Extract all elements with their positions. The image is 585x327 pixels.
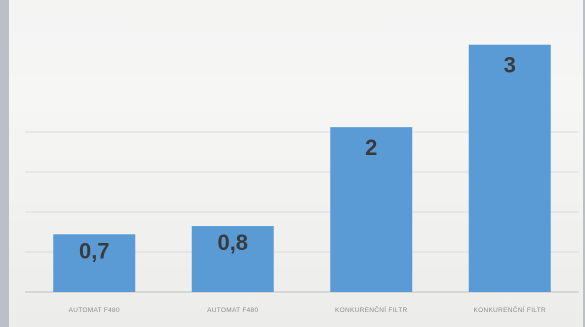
bar-1 xyxy=(191,226,274,292)
data-label-1: 0,8 xyxy=(217,230,248,255)
category-label-0: AUTOMAT F480 xyxy=(69,307,120,314)
bar-3 xyxy=(468,44,551,293)
category-label-3: KONKURENČNÍ FILTR xyxy=(473,305,546,314)
category-label-1: AUTOMAT F480 xyxy=(207,307,258,314)
bar-2 xyxy=(330,127,413,292)
data-label-0: 0,7 xyxy=(79,238,110,263)
chart-area: 0,7 AUTOMAT F480 0,8 AUTOMAT F480 2 KONKURENČ… xyxy=(9,0,583,327)
bar-0 xyxy=(53,234,136,292)
data-label-3: 3 xyxy=(504,53,516,78)
category-label-2: KONKURENČNÍ FILTR xyxy=(335,305,408,314)
data-label-2: 2 xyxy=(365,135,377,160)
bar-chart: 0,7 AUTOMAT F480 0,8 AUTOMAT F480 2 KONKURENČ… xyxy=(25,44,579,314)
